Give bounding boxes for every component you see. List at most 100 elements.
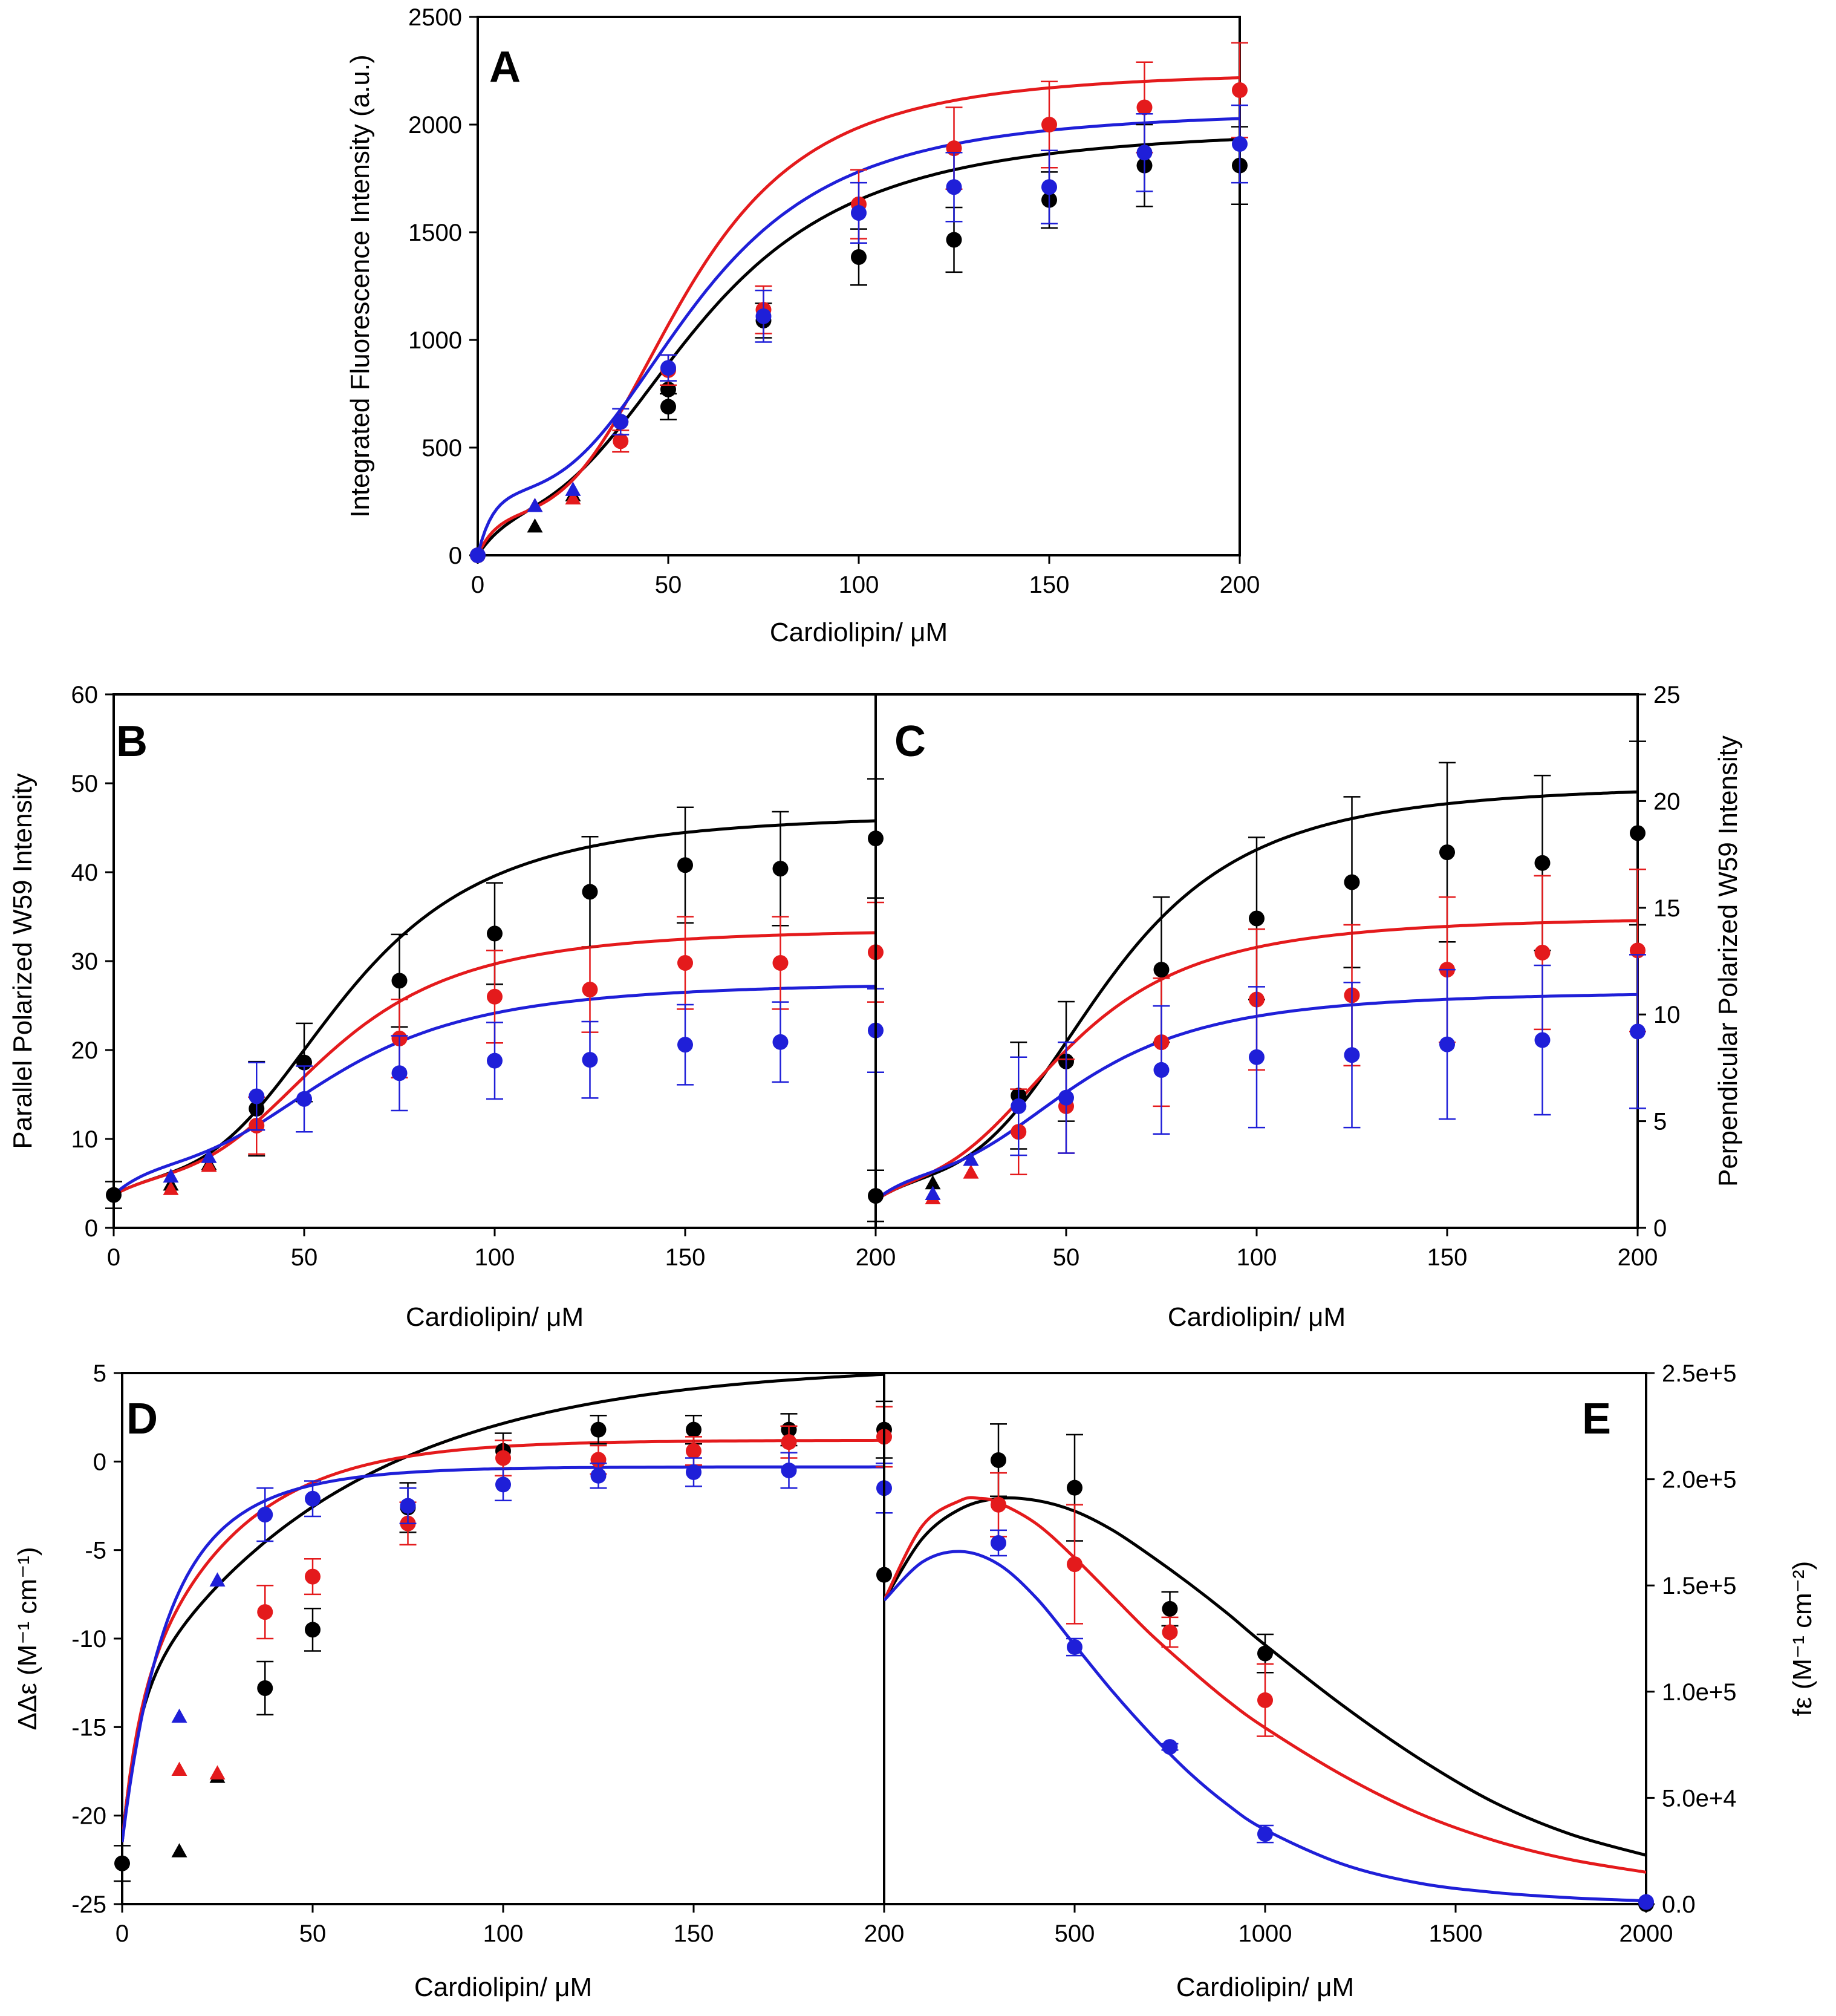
data-point-black <box>677 857 693 873</box>
data-triangle-blue <box>565 481 581 496</box>
y-tick-label: 5 <box>1653 1109 1667 1135</box>
data-point-red <box>772 954 789 971</box>
y-tick-label: 60 <box>71 682 99 708</box>
panel-d: 0 50 100 150 200 -25 -20 -15 -10 -5 0 5 Cardiolipin/… <box>13 1360 904 2002</box>
x-tick-label: 50 <box>655 572 682 598</box>
y-axis-title: ΔΔε (M⁻¹ cm⁻¹) <box>13 1547 42 1730</box>
fit-curve-black <box>114 819 876 1196</box>
x-tick-label: 1000 <box>1239 1920 1292 1947</box>
data-point-black <box>1344 874 1360 890</box>
data-triangle-red <box>963 1164 979 1179</box>
data-point-blue <box>991 1535 1006 1551</box>
data-point-blue <box>1638 1894 1654 1910</box>
x-tick-label: 200 <box>856 1244 896 1271</box>
x-tick-label: 200 <box>864 1920 905 1947</box>
data-point-black <box>582 884 598 900</box>
data-point-red <box>1067 1556 1082 1573</box>
panel-letter: E <box>1582 1395 1611 1443</box>
y-tick-label: -10 <box>71 1626 106 1652</box>
x-tick-label: 50 <box>299 1920 327 1947</box>
data-triangle-black <box>925 1175 941 1190</box>
data-triangle-red <box>163 1181 179 1195</box>
x-axis-title: Cardiolipin/ μM <box>1168 1302 1346 1332</box>
fit-curve-red <box>884 1496 1646 1874</box>
data-point-red <box>613 433 629 449</box>
data-point-red <box>1162 1624 1178 1640</box>
data-point-red <box>686 1443 702 1459</box>
data-point-red <box>1534 944 1551 961</box>
fit-curve-black <box>122 1373 884 1842</box>
y-tick-label: 20 <box>71 1037 99 1064</box>
y-tick-label: 50 <box>71 771 99 797</box>
data-point-blue <box>1232 136 1248 152</box>
data-point-red <box>257 1604 273 1620</box>
data-point-blue <box>1067 1639 1082 1656</box>
y-tick-label: 0.0 <box>1662 1891 1696 1918</box>
data-point-black <box>991 1452 1006 1468</box>
data-point-red <box>1136 99 1153 116</box>
data-point-blue <box>470 547 486 563</box>
panel-a: 0 50 100 150 20005001000150020002500Cardioli… <box>345 4 1260 647</box>
data-point-blue <box>487 1052 503 1069</box>
x-tick-label: 500 <box>1055 1920 1095 1947</box>
data-point-blue <box>1630 1023 1646 1040</box>
x-tick-label: 50 <box>1053 1244 1080 1271</box>
y-tick-label: 2000 <box>408 112 462 139</box>
data-triangle-red <box>565 490 581 505</box>
data-point-blue <box>305 1490 321 1507</box>
data-point-black <box>876 1567 892 1583</box>
data-point-black <box>391 973 408 989</box>
x-tick-label: 1500 <box>1429 1920 1483 1947</box>
x-tick-label: 100 <box>475 1244 515 1271</box>
y-tick-label: 0 <box>85 1215 98 1242</box>
data-point-black <box>257 1680 273 1696</box>
y-tick-label: -20 <box>71 1803 106 1830</box>
plot-frame <box>477 16 1241 556</box>
x-tick-label: 0 <box>116 1920 129 1947</box>
data-point-red <box>1257 1692 1273 1708</box>
data-point-blue <box>660 360 676 376</box>
data-point-blue <box>400 1498 416 1514</box>
data-point-black <box>305 1622 321 1638</box>
data-point-blue <box>495 1476 511 1493</box>
fit-curve-black <box>884 1496 1646 1857</box>
data-triangle-blue <box>925 1186 941 1200</box>
data-point-black <box>590 1421 607 1438</box>
y-tick-label: 2500 <box>408 4 462 31</box>
y-tick-label: 5.0e+4 <box>1662 1785 1736 1812</box>
data-point-black <box>106 1187 122 1203</box>
y-tick-label: 20 <box>1653 788 1681 815</box>
y-tick-label: 0 <box>449 543 462 569</box>
data-point-black <box>1630 825 1646 841</box>
data-point-red <box>991 1496 1006 1513</box>
data-point-blue <box>686 1464 702 1480</box>
x-tick-label: 200 <box>1220 572 1260 598</box>
x-tick-label: 100 <box>1237 1244 1277 1271</box>
y-axis-title: Parallel Polarized W59 Intensity <box>8 773 37 1149</box>
data-point-black <box>1534 855 1551 871</box>
data-point-blue <box>1058 1089 1074 1106</box>
data-point-red <box>677 954 693 971</box>
data-point-black <box>686 1421 702 1438</box>
y-tick-label: -25 <box>71 1891 106 1918</box>
data-point-blue <box>772 1034 789 1050</box>
data-point-blue <box>677 1037 693 1053</box>
x-tick-label: 0 <box>107 1244 120 1271</box>
data-point-blue <box>590 1467 607 1484</box>
data-triangle-blue <box>171 1708 187 1723</box>
data-point-blue <box>946 179 962 195</box>
data-point-black <box>946 232 962 248</box>
fit-curve-blue <box>884 1550 1646 1903</box>
data-point-black <box>660 399 676 415</box>
data-point-blue <box>1439 1036 1455 1052</box>
data-point-blue <box>1041 179 1057 195</box>
y-tick-label: 1.0e+5 <box>1662 1679 1736 1706</box>
data-point-blue <box>1257 1826 1273 1842</box>
y-tick-label: 10 <box>71 1126 99 1153</box>
data-point-red <box>487 988 503 1005</box>
data-point-blue <box>582 1052 598 1068</box>
y-axis-title: fε (M⁻¹ cm⁻²) <box>1788 1561 1817 1717</box>
data-point-black <box>1162 1600 1178 1617</box>
